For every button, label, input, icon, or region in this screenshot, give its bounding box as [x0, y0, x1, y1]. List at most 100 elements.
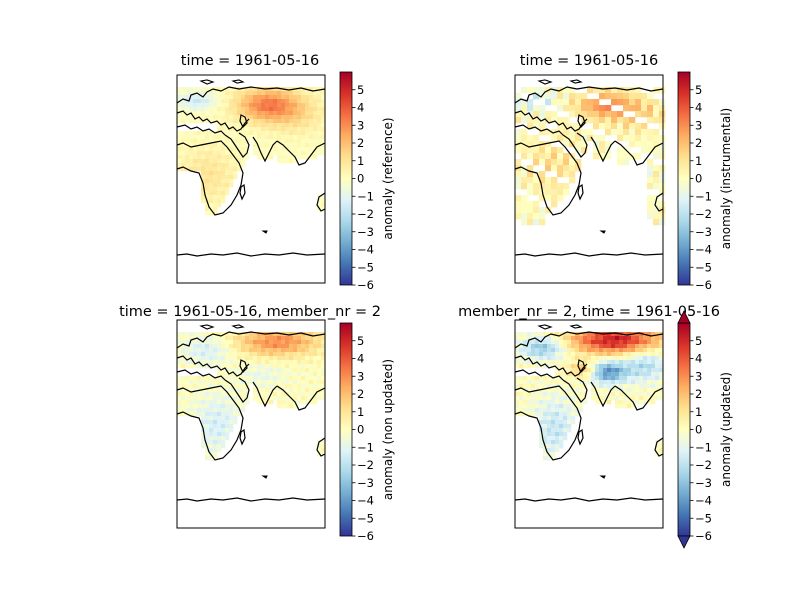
grid-cell	[217, 131, 222, 136]
grid-cell	[627, 336, 632, 341]
grid-cell	[225, 99, 230, 104]
grid-cell	[229, 183, 234, 188]
grid-cell	[539, 396, 544, 401]
grid-cell	[563, 360, 568, 365]
colorbar-tick-label: 3	[357, 369, 364, 383]
grid-cell	[605, 117, 612, 124]
grid-cell	[245, 155, 250, 160]
grid-cell	[209, 187, 214, 192]
grid-cell	[297, 340, 302, 345]
grid-cell	[181, 340, 186, 345]
grid-cell	[593, 111, 600, 118]
grid-cell	[189, 404, 194, 409]
grid-cell	[177, 364, 182, 369]
grid-cell	[521, 183, 528, 190]
grid-cell	[635, 99, 642, 106]
grid-cell	[539, 392, 544, 397]
grid-cell	[623, 129, 630, 136]
grid-cell	[313, 368, 318, 373]
grid-cell	[297, 376, 302, 381]
grid-cell	[521, 201, 528, 208]
grid-cell	[293, 392, 298, 397]
grid-cell	[201, 171, 206, 176]
grid-cell	[543, 456, 548, 461]
colorbar-tick-label: −4	[695, 243, 712, 257]
grid-cell	[567, 384, 572, 389]
grid-cell	[321, 131, 326, 136]
grid-cell	[229, 115, 234, 120]
colorbar-extend-max	[677, 310, 691, 324]
grid-cell	[543, 436, 548, 441]
grid-cell	[221, 420, 226, 425]
grid-cell	[261, 384, 266, 389]
grid-cell	[539, 384, 544, 389]
grid-cell	[653, 201, 660, 208]
grid-cell	[257, 91, 262, 96]
grid-cell	[655, 352, 660, 357]
grid-cell	[185, 384, 190, 389]
grid-cell	[619, 392, 624, 397]
grid-cell	[245, 400, 250, 405]
grid-cell	[193, 388, 198, 393]
grid-cell	[575, 336, 580, 341]
grid-cell	[317, 392, 322, 397]
grid-cell	[551, 135, 558, 142]
grid-cell	[575, 348, 580, 353]
map-frame	[514, 74, 664, 284]
grid-cell	[281, 384, 286, 389]
grid-cell	[253, 344, 258, 349]
grid-cell	[269, 111, 274, 116]
grid-cell	[543, 332, 548, 337]
grid-cell	[253, 388, 258, 393]
grid-cell	[241, 127, 246, 132]
grid-cell	[651, 356, 656, 361]
grid-cell	[587, 135, 594, 142]
grid-cell	[193, 155, 198, 160]
grid-cell	[285, 135, 290, 140]
grid-cell	[217, 147, 222, 152]
grid-cell	[611, 380, 616, 385]
grid-cell	[515, 336, 520, 341]
colorbar-tick-label: 3	[695, 369, 702, 383]
grid-cell	[273, 99, 278, 104]
grid-cell	[273, 384, 278, 389]
grid-cell	[269, 143, 274, 148]
grid-cell	[281, 159, 286, 164]
grid-cell	[575, 344, 580, 349]
grid-cell	[273, 340, 278, 345]
grid-cell	[205, 135, 210, 140]
grid-cell	[305, 352, 310, 357]
grid-cell	[305, 400, 310, 405]
grid-cell	[209, 340, 214, 345]
grid-cell	[547, 336, 552, 341]
grid-cell	[545, 129, 552, 136]
grid-cell	[551, 360, 556, 365]
colorbar-label: anomaly (reference)	[381, 117, 395, 239]
grid-cell	[281, 404, 286, 409]
grid-cell	[205, 352, 210, 357]
grid-cell	[297, 360, 302, 365]
grid-cell	[189, 139, 194, 144]
grid-cell	[281, 151, 286, 156]
grid-cell	[277, 332, 282, 337]
grid-cell	[205, 151, 210, 156]
grid-cell	[641, 93, 648, 100]
grid-cell	[201, 348, 206, 353]
grid-cell	[217, 191, 222, 196]
grid-cell	[551, 452, 556, 457]
grid-cell	[659, 117, 666, 124]
grid-cell	[249, 115, 254, 120]
grid-cell	[221, 123, 226, 128]
grid-cell	[321, 344, 326, 349]
grid-cell	[535, 352, 540, 357]
grid-cell	[607, 348, 612, 353]
grid-cell	[285, 344, 290, 349]
grid-cell	[655, 448, 660, 453]
grid-cell	[313, 364, 318, 369]
grid-cell	[261, 372, 266, 377]
grid-cell	[595, 352, 600, 357]
grid-cell	[635, 400, 640, 405]
grid-cell	[181, 408, 186, 413]
grid-cell	[521, 117, 528, 124]
